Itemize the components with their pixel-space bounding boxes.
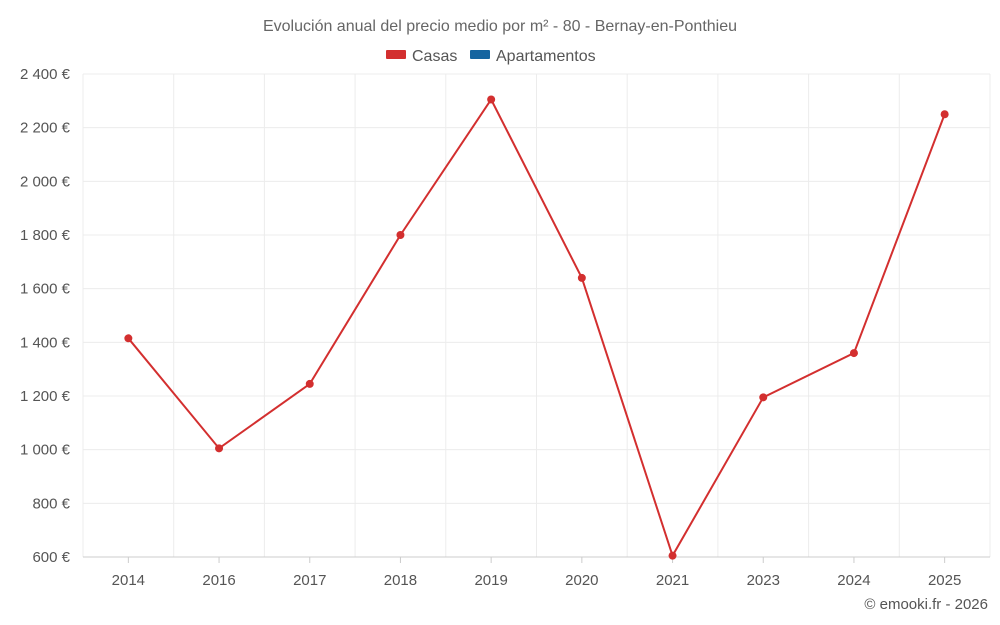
legend-label-apartamentos: Apartamentos [496, 48, 596, 65]
data-point[interactable] [487, 95, 496, 104]
grid [82, 73, 991, 558]
legend-item-apartamentos[interactable]: Apartamentos [470, 48, 596, 65]
legend-swatch-apartamentos [470, 50, 490, 59]
series-line-casas [127, 97, 946, 559]
x-axis: 2014 2016 2017 2018 2019 2020 2021 2023 2024 2025 [83, 556, 990, 589]
x-tick-label: 2016 [202, 572, 235, 589]
y-tick-label: 1 800 € [20, 227, 71, 244]
legend-swatch-casas [386, 50, 406, 59]
data-point[interactable] [759, 393, 768, 402]
copyright-text: © emooki.fr - 2026 [864, 596, 988, 613]
x-tick-label: 2019 [474, 572, 507, 589]
data-point[interactable] [124, 334, 133, 343]
y-tick-label: 1 400 € [20, 334, 71, 351]
x-tick-label: 2017 [293, 572, 326, 589]
y-tick-label: 1 600 € [20, 281, 71, 298]
data-point[interactable] [396, 231, 405, 239]
x-tick-label: 2014 [112, 572, 145, 589]
data-point[interactable] [668, 551, 677, 560]
data-point[interactable] [849, 349, 858, 358]
data-point[interactable] [215, 444, 224, 453]
data-point[interactable] [940, 110, 949, 119]
data-point[interactable] [305, 379, 314, 388]
y-tick-label: 2 400 € [20, 66, 71, 83]
y-tick-label: 2 000 € [20, 173, 71, 190]
legend-label-casas: Casas [412, 48, 457, 65]
y-tick-label: 800 € [32, 495, 70, 512]
legend-item-casas[interactable]: Casas [386, 48, 457, 65]
x-tick-label: 2021 [656, 572, 689, 589]
y-axis: 600 € 800 € 1 000 € 1 200 € 1 400 € 1 600 € 1 … [20, 66, 71, 566]
series-casas [124, 95, 949, 560]
legend: Casas Apartamentos [386, 48, 596, 65]
chart-title: Evolución anual del precio medio por m² … [263, 18, 737, 35]
x-tick-label: 2020 [565, 572, 598, 589]
y-tick-label: 600 € [32, 549, 70, 566]
x-tick-label: 2025 [928, 572, 961, 589]
x-tick-label: 2018 [384, 572, 417, 589]
data-point[interactable] [577, 273, 586, 282]
x-tick-label: 2024 [837, 572, 870, 589]
y-tick-label: 1 000 € [20, 442, 71, 459]
x-tick-label: 2023 [747, 572, 780, 589]
y-tick-label: 1 200 € [20, 388, 71, 405]
y-tick-label: 2 200 € [20, 120, 71, 137]
